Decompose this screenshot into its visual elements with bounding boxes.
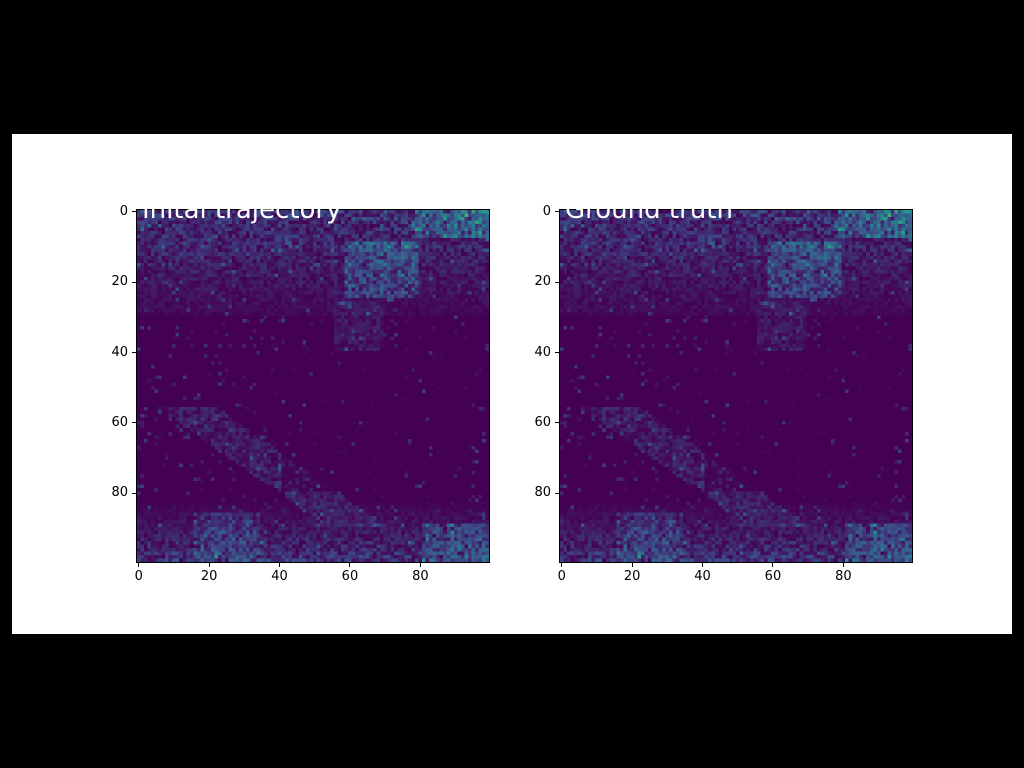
- y-tick-label: 20: [111, 274, 128, 290]
- x-tick-label: 60: [341, 569, 359, 584]
- y-tick-mark: [555, 492, 559, 494]
- y-tick-mark: [132, 352, 136, 354]
- y-tick-mark: [555, 352, 559, 354]
- heatmap-image: [137, 210, 489, 562]
- y-tick-mark: [555, 281, 559, 283]
- x-tick-label: 80: [835, 569, 852, 584]
- x-tick-label: 20: [623, 569, 641, 584]
- x-tick-mark: [842, 563, 844, 567]
- x-tick-mark: [561, 563, 563, 567]
- y-tick-label: 0: [119, 203, 128, 219]
- x-tick-label: 20: [200, 569, 218, 584]
- plot-title: Inital trajectory: [142, 209, 342, 225]
- y-tick-mark: [132, 211, 136, 213]
- x-tick-mark: [772, 563, 774, 567]
- title-clip: Inital trajectory: [136, 209, 490, 563]
- plot-title: Ground truth: [565, 209, 733, 225]
- y-tick-label: 0: [542, 203, 551, 219]
- heatmap-image: [560, 210, 912, 562]
- y-tick-label: 60: [534, 414, 551, 430]
- y-tick-label: 40: [111, 344, 128, 360]
- x-tick-mark: [702, 563, 704, 567]
- x-tick-mark: [138, 563, 140, 567]
- x-tick-label: 40: [694, 569, 711, 584]
- x-tick-label: 40: [271, 569, 288, 584]
- y-tick-mark: [555, 211, 559, 213]
- y-tick-mark: [132, 422, 136, 424]
- axes-frame: [559, 209, 913, 563]
- initial-trajectory-plot: Inital trajectory 0 0 20 20 40 40 60 60 80 80: [111, 204, 490, 584]
- y-tick-label: 60: [111, 414, 128, 430]
- axes-frame: [136, 209, 490, 563]
- x-tick-mark: [349, 563, 351, 567]
- x-tick-mark: [208, 563, 210, 567]
- figure: Inital trajectory 0 0 20 20 40 40 60 60 80 80 Gro…: [12, 134, 1012, 634]
- ground-truth-plot: Ground truth 0 0 20 20 40 40 60 60 80 80: [534, 204, 913, 584]
- y-tick-label: 80: [111, 485, 128, 501]
- y-tick-mark: [132, 492, 136, 494]
- x-tick-mark: [279, 563, 281, 567]
- y-tick-label: 40: [534, 344, 551, 360]
- x-tick-label: 60: [764, 569, 782, 584]
- y-tick-mark: [555, 422, 559, 424]
- x-tick-label: 0: [134, 569, 143, 584]
- y-tick-label: 20: [534, 274, 551, 290]
- y-tick-mark: [132, 281, 136, 283]
- x-tick-label: 80: [412, 569, 429, 584]
- y-tick-label: 80: [534, 485, 551, 501]
- x-tick-label: 0: [557, 569, 566, 584]
- x-tick-mark: [419, 563, 421, 567]
- x-tick-mark: [631, 563, 633, 567]
- title-clip: Ground truth: [559, 209, 913, 563]
